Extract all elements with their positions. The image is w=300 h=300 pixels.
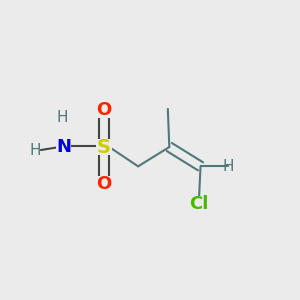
Bar — [96, 176, 112, 192]
Bar — [96, 102, 112, 118]
Text: S: S — [97, 137, 111, 157]
Bar — [188, 196, 210, 212]
Bar — [56, 139, 71, 155]
Text: H: H — [57, 110, 68, 125]
Bar — [96, 139, 112, 155]
Text: Cl: Cl — [189, 195, 209, 213]
Text: O: O — [96, 101, 112, 119]
Text: O: O — [96, 175, 112, 193]
Text: H: H — [30, 142, 41, 158]
Text: H: H — [222, 159, 234, 174]
Text: N: N — [56, 138, 71, 156]
